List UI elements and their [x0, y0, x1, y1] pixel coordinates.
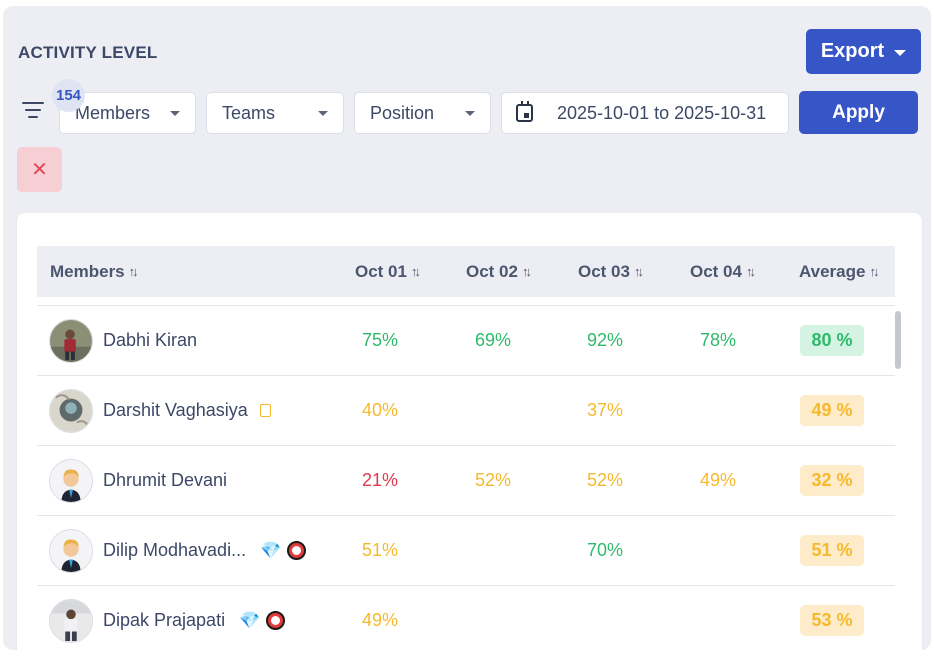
- member-name[interactable]: Darshit Vaghasiya: [103, 400, 248, 420]
- sort-icon: ↑↓: [410, 264, 421, 279]
- average-badge: 49 %: [800, 395, 864, 426]
- column-label: Oct 01: [355, 261, 407, 281]
- target-ring-icon: [266, 611, 286, 630]
- column-label: Oct 03: [578, 261, 630, 281]
- date-range-picker[interactable]: 2025-10-01 to 2025-10-31: [501, 92, 789, 134]
- calendar-icon: [516, 101, 533, 122]
- sort-icon: ↑↓: [633, 264, 644, 279]
- member-cell: Darshit Vaghasiya: [37, 388, 327, 433]
- close-icon: ✕: [31, 159, 48, 181]
- oct04-value: 49%: [699, 470, 737, 490]
- average-badge: 80 %: [800, 325, 864, 356]
- oct01-value: 49%: [361, 610, 399, 630]
- activity-level-panel: ACTIVITY LEVEL Export 154 Members Teams …: [3, 6, 931, 650]
- position-dropdown[interactable]: Position: [354, 92, 491, 134]
- target-ring-icon: [287, 541, 307, 560]
- chevron-down-icon: [465, 110, 475, 116]
- position-dropdown-label: Position: [370, 102, 435, 123]
- chevron-down-icon: [170, 110, 180, 116]
- oct02-value: 69%: [474, 330, 512, 350]
- export-label: Export: [820, 40, 885, 62]
- date-range-value: 2025-10-01 to 2025-10-31: [557, 102, 767, 123]
- sort-icon: ↑↓: [745, 264, 756, 279]
- sort-icon: ↑↓: [521, 264, 532, 279]
- avatar: [49, 318, 93, 363]
- oct01-value: 21%: [361, 470, 399, 490]
- member-name[interactable]: Dilip Modhavadi...: [103, 540, 247, 560]
- diamond-icon: 💎: [239, 610, 261, 630]
- table-row[interactable]: Dilip Modhavadi... 💎 51% 70% 51 %: [37, 515, 895, 585]
- oct01-value: 40%: [361, 400, 399, 420]
- chevron-down-icon: [894, 49, 907, 56]
- avatar: [49, 388, 93, 433]
- sort-icon: ↑↓: [128, 264, 139, 279]
- member-cell: Dilip Modhavadi... 💎: [37, 528, 327, 573]
- member-cell: Dabhi Kiran: [37, 318, 327, 363]
- teams-dropdown-label: Teams: [222, 102, 276, 123]
- oct03-value: 37%: [586, 400, 624, 420]
- column-header-oct02[interactable]: Oct 02 ↑↓: [466, 261, 532, 282]
- table-row[interactable]: Darshit Vaghasiya 40% 37% 49 %: [37, 375, 895, 445]
- column-header-oct03[interactable]: Oct 03 ↑↓: [578, 261, 644, 282]
- column-header-members[interactable]: Members ↑↓: [50, 261, 139, 282]
- avatar: [49, 528, 93, 573]
- table-header: Members ↑↓ Oct 01 ↑↓ Oct 02 ↑↓ Oct 03 ↑↓…: [37, 246, 895, 297]
- member-name[interactable]: Dipak Prajapati: [103, 610, 226, 630]
- oct03-value: 52%: [586, 470, 624, 490]
- members-dropdown-label: Members: [75, 102, 151, 123]
- page-title: ACTIVITY LEVEL: [18, 43, 158, 62]
- column-label: Members: [50, 261, 125, 281]
- column-label: Oct 02: [466, 261, 518, 281]
- oct01-value: 51%: [361, 540, 399, 560]
- avatar: [49, 458, 93, 503]
- member-name[interactable]: Dhrumit Devani: [103, 470, 228, 490]
- table-scrollbar[interactable]: [895, 311, 901, 369]
- column-header-average[interactable]: Average ↑↓: [799, 261, 879, 282]
- oct03-value: 70%: [586, 540, 624, 560]
- chevron-down-icon: [318, 110, 328, 116]
- members-dropdown[interactable]: Members: [59, 92, 196, 134]
- diamond-icon: 💎: [260, 540, 282, 560]
- column-header-oct04[interactable]: Oct 04 ↑↓: [690, 261, 756, 282]
- average-badge: 32 %: [800, 465, 864, 496]
- placeholder-icon: [259, 404, 271, 417]
- member-count-badge: 154: [52, 79, 85, 112]
- avatar: [49, 598, 93, 643]
- member-cell: Dhrumit Devani: [37, 458, 327, 503]
- average-badge: 53 %: [800, 605, 864, 636]
- table-row[interactable]: Dipak Prajapati 💎 49% 53 %: [37, 585, 895, 650]
- column-label: Average: [799, 261, 866, 281]
- teams-dropdown[interactable]: Teams: [206, 92, 344, 134]
- achievement-badges: 💎: [260, 540, 307, 561]
- activity-table-card: Members ↑↓ Oct 01 ↑↓ Oct 02 ↑↓ Oct 03 ↑↓…: [17, 213, 922, 650]
- filter-icon[interactable]: [21, 102, 45, 120]
- column-header-oct01[interactable]: Oct 01 ↑↓: [355, 261, 421, 282]
- export-button[interactable]: Export: [806, 29, 921, 74]
- sort-icon: ↑↓: [869, 264, 879, 279]
- oct01-value: 75%: [361, 330, 399, 350]
- achievement-badges: 💎: [239, 610, 286, 631]
- table-row[interactable]: Dabhi Kiran 75% 69% 92% 78% 80 %: [37, 305, 895, 375]
- oct02-value: 52%: [474, 470, 512, 490]
- apply-button[interactable]: Apply: [799, 91, 918, 134]
- member-name[interactable]: Dabhi Kiran: [103, 330, 198, 350]
- column-label: Oct 04: [690, 261, 742, 281]
- oct03-value: 92%: [586, 330, 624, 350]
- clear-filters-button[interactable]: ✕: [17, 147, 62, 192]
- oct04-value: 78%: [699, 330, 737, 350]
- table-row[interactable]: Dhrumit Devani 21% 52% 52% 49% 32 %: [37, 445, 895, 515]
- average-badge: 51 %: [800, 535, 864, 566]
- member-cell: Dipak Prajapati 💎: [37, 598, 327, 643]
